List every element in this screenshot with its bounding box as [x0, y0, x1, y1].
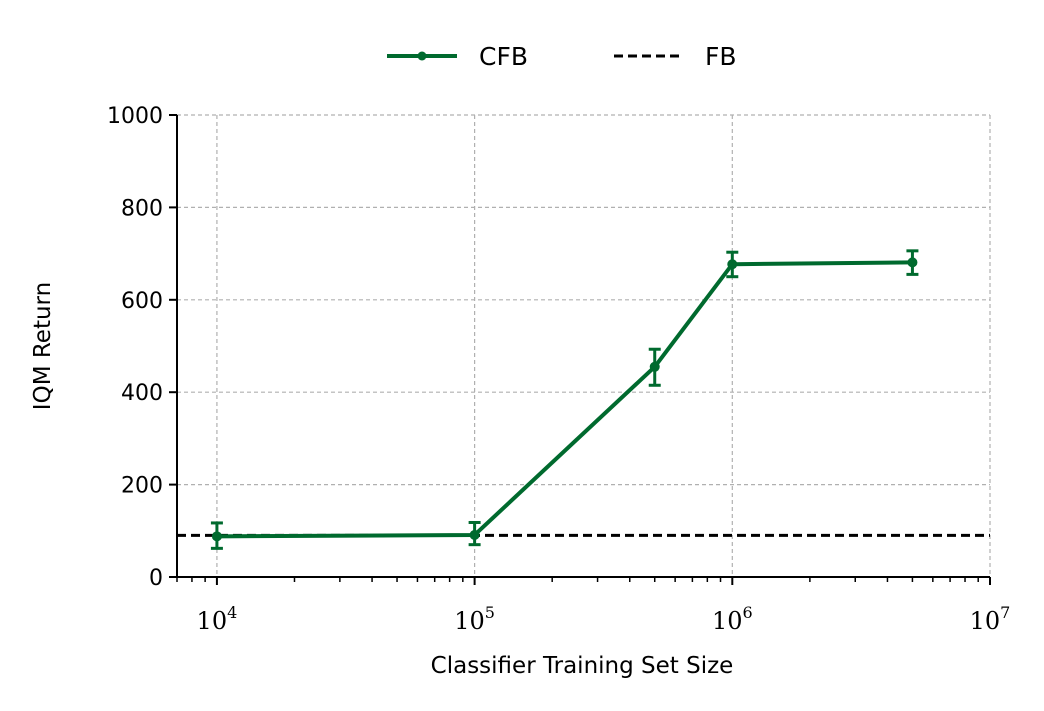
- y-tick-label: 600: [121, 289, 163, 314]
- cfb-point: [907, 257, 918, 268]
- x-tick-label: 106: [712, 603, 753, 635]
- x-tick-label: 105: [454, 603, 495, 635]
- x-axis-label: Classifier Training Set Size: [431, 653, 734, 679]
- y-tick-label: 1000: [107, 104, 163, 129]
- x-tick-label: 107: [970, 603, 1011, 635]
- x-tick-label: 104: [197, 603, 238, 635]
- axes: [176, 115, 990, 578]
- y-tick-label: 0: [149, 566, 163, 591]
- cfb-point: [649, 361, 660, 372]
- cfb-point: [727, 259, 738, 270]
- legend-cfb-marker: [417, 51, 427, 61]
- cfb-point: [469, 529, 480, 540]
- legend-cfb-label: CFB: [479, 42, 528, 71]
- y-tick-label: 200: [121, 474, 163, 499]
- grid: [177, 114, 991, 578]
- cfb-series-line: [216, 260, 913, 539]
- cfb-point: [211, 531, 222, 542]
- legend-fb-label: FB: [705, 42, 737, 71]
- y-tick-label: 800: [121, 196, 163, 221]
- y-axis-label: IQM Return: [30, 282, 56, 410]
- ticks: 0 200 400 600 800 1000 104 105 106 107: [107, 104, 1010, 635]
- y-tick-label: 400: [121, 381, 163, 406]
- legend: CFB FB: [387, 42, 737, 71]
- series-layer: [177, 249, 990, 550]
